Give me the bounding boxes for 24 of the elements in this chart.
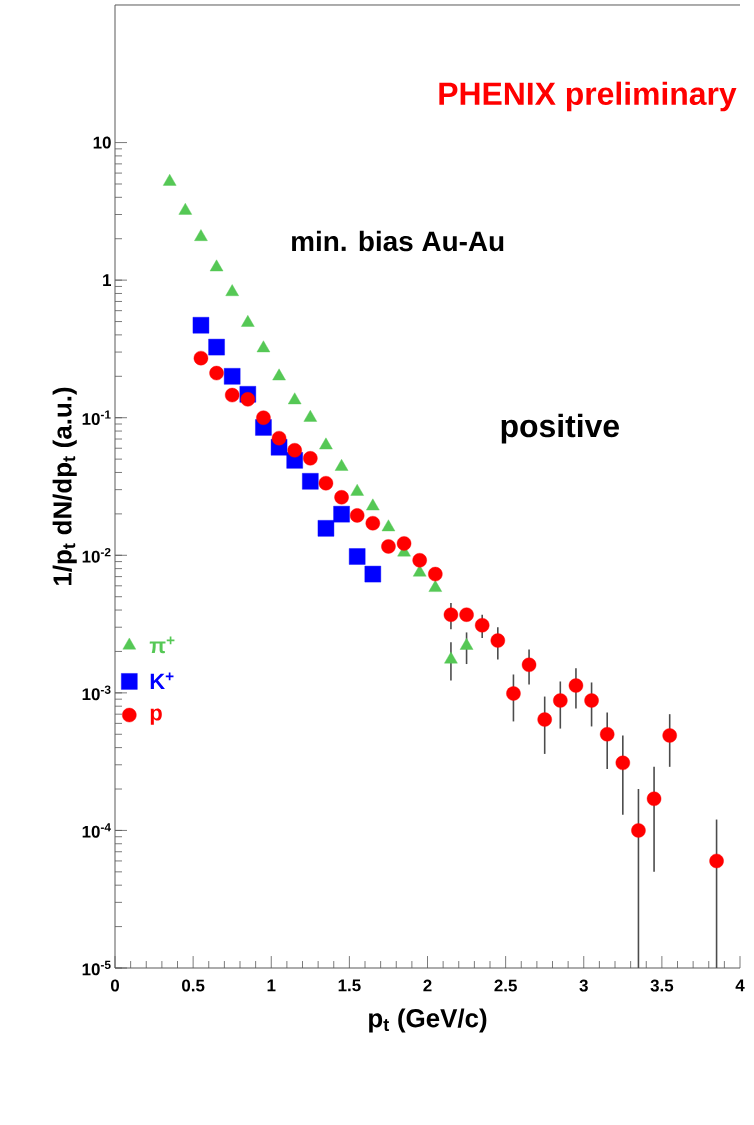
x-tick-label: 3 <box>579 979 588 992</box>
x-axis-title: p$_{t}$ (GeV/c) <box>369 1008 487 1033</box>
legend-label: p <box>150 708 162 725</box>
x-tick-label: 0 <box>110 979 120 992</box>
x-tick-label: 4 <box>735 979 745 992</box>
x-tick-label: 2.5 <box>494 979 517 992</box>
y-axis-title: 1/p$_{t}$ dN/dp$_{t}$ (a.u.) <box>52 387 77 585</box>
x-tick-label: 2 <box>423 979 432 992</box>
y-tick-label: 10$^{-1}$ <box>82 410 111 426</box>
y-tick-label: 10$^{-5}$ <box>82 960 111 976</box>
y-tick-label: 1 <box>103 274 112 286</box>
annotation: min. bias Au-Au <box>292 230 504 252</box>
x-tick-label: 0.5 <box>182 979 205 992</box>
legend-label: K$^{+}$ <box>150 672 174 689</box>
y-tick-label: 10$^{-3}$ <box>82 685 111 701</box>
x-tick-label: 3.5 <box>650 979 674 992</box>
annotation: positive <box>501 413 619 444</box>
annotation: PHENIX preliminary <box>439 81 737 112</box>
x-tick-label: 1 <box>267 979 276 992</box>
y-tick-label: 10$^{-2}$ <box>82 547 111 563</box>
legend-label: π$^{+}$ <box>149 636 175 654</box>
y-tick-label: 10 <box>93 136 111 149</box>
x-tick-label: 1.5 <box>338 979 361 992</box>
y-tick-label: 10$^{-4}$ <box>82 823 111 838</box>
